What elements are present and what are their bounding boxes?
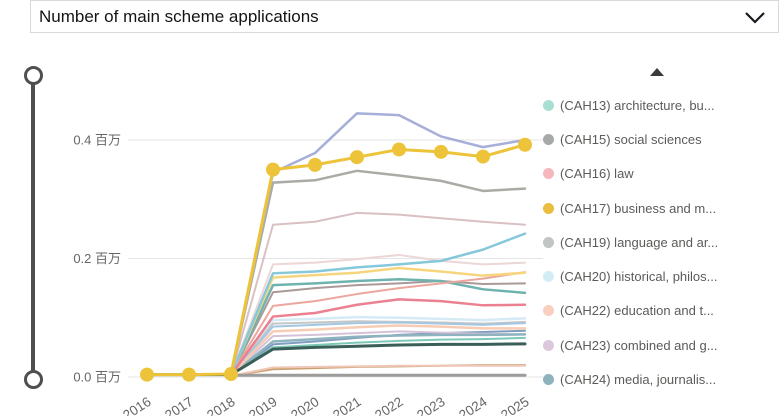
legend-scroll-up-icon[interactable] [650, 68, 664, 76]
legend-dot-cah15 [543, 133, 554, 145]
metric-dropdown-label: Number of main scheme applications [39, 6, 319, 26]
legend-item-cah17[interactable]: (CAH17) business and m... [538, 191, 780, 225]
legend-dot-cah13 [543, 99, 554, 111]
legend-dot-cah22 [543, 305, 554, 317]
svg-text:2021: 2021 [330, 394, 363, 416]
svg-text:2022: 2022 [372, 394, 405, 416]
legend-item-cah23[interactable]: (CAH23) combined and g... [538, 328, 780, 362]
legend-dot-cah19 [543, 236, 554, 248]
legend-item-cah13[interactable]: (CAH13) architecture, bu... [538, 88, 780, 122]
legend-label: (CAH20) historical, philos... [560, 269, 718, 285]
legend-item-cah15[interactable]: (CAH15) social sciences [538, 122, 780, 156]
svg-text:2019: 2019 [246, 394, 279, 416]
legend-label: (CAH15) social sciences [560, 131, 702, 147]
legend-label: (CAH17) business and m... [560, 200, 717, 216]
slider-track[interactable] [31, 76, 35, 380]
slider-handle-min[interactable] [24, 370, 43, 389]
legend-item-cah20[interactable]: (CAH20) historical, philos... [538, 259, 780, 293]
y-range-slider [0, 0, 60, 416]
legend-label: (CAH22) education and t... [560, 303, 714, 319]
legend-dot-cah20 [543, 271, 554, 283]
legend-label: (CAH16) law [560, 166, 634, 182]
svg-text:2017: 2017 [162, 394, 195, 416]
svg-text:2024: 2024 [456, 394, 490, 416]
legend-items: (CAH13) architecture, bu... (CAH15) soci… [538, 88, 780, 397]
legend-item-cah19[interactable]: (CAH19) language and ar... [538, 225, 780, 259]
legend-label: (CAH24) media, journalis... [560, 372, 717, 388]
legend-dot-cah17 [543, 202, 554, 214]
legend-dot-cah16 [543, 168, 554, 180]
svg-text:2018: 2018 [204, 394, 237, 416]
svg-text:2023: 2023 [414, 394, 447, 416]
svg-text:2016: 2016 [120, 394, 153, 416]
slider-handle-max[interactable] [24, 66, 43, 85]
svg-text:0.4 百万: 0.4 百万 [73, 133, 121, 148]
svg-text:2020: 2020 [288, 394, 321, 416]
legend-item-cah22[interactable]: (CAH22) education and t... [538, 294, 780, 328]
legend-label: (CAH13) architecture, bu... [560, 97, 715, 113]
legend-dot-cah24 [543, 374, 554, 386]
svg-text:0.0 百万: 0.0 百万 [73, 370, 121, 385]
metric-dropdown[interactable]: Number of main scheme applications [30, 0, 779, 33]
legend-item-cah24[interactable]: (CAH24) media, journalis... [538, 362, 780, 396]
svg-text:2025: 2025 [498, 394, 531, 416]
legend-item-cah16[interactable]: (CAH16) law [538, 157, 780, 191]
legend-label: (CAH19) language and ar... [560, 234, 719, 250]
legend-label: (CAH23) combined and g... [560, 337, 718, 353]
svg-text:0.2 百万: 0.2 百万 [73, 251, 121, 266]
chevron-down-icon [745, 12, 765, 24]
legend-dot-cah23 [543, 339, 554, 351]
